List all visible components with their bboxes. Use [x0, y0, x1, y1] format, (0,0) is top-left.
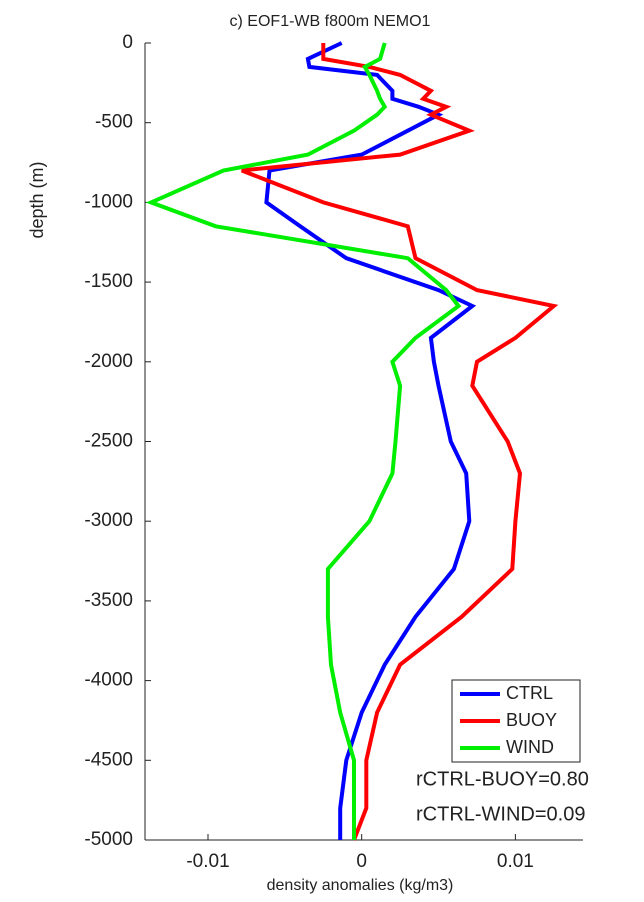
x-tick-label: -0.01 — [186, 851, 229, 872]
y-tick-label: -2000 — [84, 351, 133, 372]
annotation: rCTRL-BUOY=0.80 — [416, 768, 589, 790]
y-tick-label: 0 — [122, 32, 133, 53]
line-series — [145, 42, 462, 840]
y-tick-label: -2500 — [84, 431, 133, 452]
legend-label: CTRL — [506, 683, 553, 703]
line-series — [241, 43, 559, 841]
annotation: rCTRL-WIND=0.09 — [416, 803, 585, 825]
y-tick-label: -3000 — [84, 510, 133, 531]
y-tick-label: -4000 — [84, 670, 133, 691]
x-axis-label: density anomalies (kg/m3) — [267, 877, 454, 894]
y-tick-label: -3500 — [84, 590, 133, 611]
y-tick-label: -1500 — [84, 271, 133, 292]
y-axis-label: depth (m) — [27, 161, 47, 238]
line-series — [264, 41, 477, 840]
y-tick-label: -1000 — [84, 191, 133, 212]
x-tick-label: 0 — [356, 851, 367, 872]
y-tick-label: -4500 — [84, 749, 133, 770]
legend-label: BUOY — [506, 710, 557, 730]
y-tick-label: -500 — [95, 112, 133, 133]
legend-label: WIND — [506, 737, 554, 757]
chart-title: c) EOF1-WB f800m NEMO1 — [230, 13, 431, 30]
y-tick-label: -5000 — [84, 829, 133, 850]
x-tick-label: 0.01 — [497, 851, 534, 872]
